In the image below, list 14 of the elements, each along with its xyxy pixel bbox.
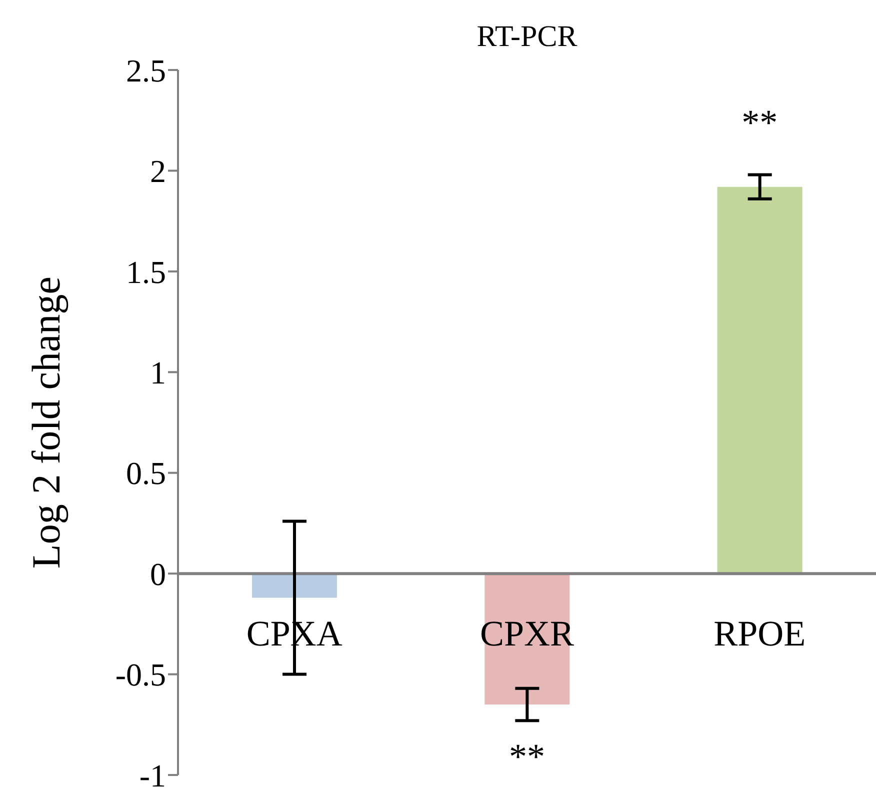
data-label: ** bbox=[509, 736, 545, 777]
x-tick-label: RPOE bbox=[714, 614, 806, 654]
chart-title: RT-PCR bbox=[476, 20, 578, 54]
y-tick-label: 2 bbox=[150, 153, 166, 190]
data-label: ** bbox=[742, 102, 778, 143]
y-tick-label: 1 bbox=[150, 354, 166, 391]
y-tick-label: -1 bbox=[139, 757, 166, 794]
y-tick-label: 2.5 bbox=[126, 52, 166, 88]
y-axis-title: Log 2 fold change bbox=[22, 276, 70, 569]
y-tick-label: 1.5 bbox=[126, 254, 166, 290]
x-tick-label: CPXR bbox=[480, 614, 574, 654]
y-tick-label: 0 bbox=[150, 556, 166, 592]
y-tick-label: -0.5 bbox=[115, 656, 166, 693]
y-tick-label: 0.5 bbox=[126, 455, 166, 492]
